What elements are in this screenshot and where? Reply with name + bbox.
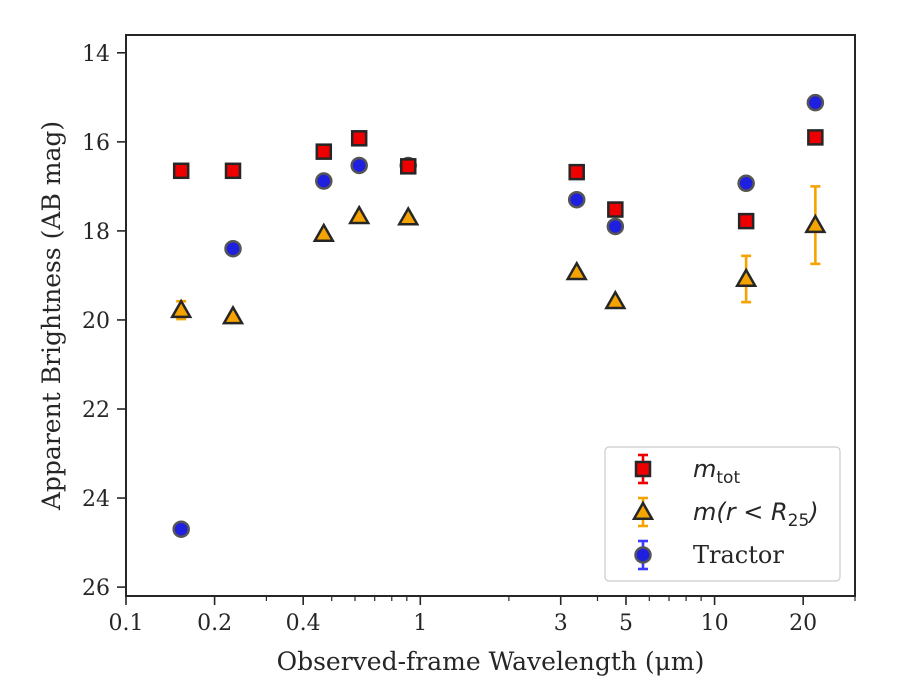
legend-label-m_r25: m(r < R25) <box>693 498 819 531</box>
y-tick-label: 22 <box>82 398 110 423</box>
y-tick-label: 18 <box>82 220 110 245</box>
legend-marker-tractor <box>634 546 652 564</box>
point-tractor <box>224 239 242 258</box>
x-tick-label: 0.1 <box>109 611 144 636</box>
x-tick-label: 0.4 <box>286 611 321 636</box>
point-m_r25 <box>565 260 588 281</box>
y-tick-label: 14 <box>82 42 110 67</box>
y-tick-label: 24 <box>82 487 110 512</box>
point-tractor <box>567 190 586 209</box>
legend-label-tractor: Tractor <box>693 541 784 569</box>
plot-area <box>170 93 827 538</box>
legend-marker-m_r25 <box>631 500 655 520</box>
point-m_r25 <box>312 222 335 243</box>
x-tick-label: 5 <box>619 611 633 636</box>
point-m_r25 <box>170 298 193 319</box>
plot-frame <box>125 34 856 597</box>
legend-marker-mtot <box>634 460 652 478</box>
point-m_r25 <box>348 204 371 225</box>
point-tractor <box>606 217 625 236</box>
point-m_r25 <box>804 213 827 234</box>
point-tractor <box>172 520 190 538</box>
x-tick-label: 20 <box>789 611 817 636</box>
legend-box <box>604 446 841 582</box>
point-tractor <box>315 172 333 190</box>
x-axis: 0.1 0.2 0.4 1 3 5 10 20 <box>109 596 856 636</box>
point-mtot <box>350 130 368 147</box>
point-tractor <box>737 174 755 193</box>
point-m_r25 <box>734 267 758 287</box>
legend-label-mtot: mtot <box>693 455 740 488</box>
y-tick-label: 20 <box>82 309 110 334</box>
series-m_r25 <box>170 185 827 325</box>
point-tractor <box>806 93 825 112</box>
y-axis-label: Apparent Brightness (AB mag) <box>37 121 66 511</box>
point-m_r25 <box>604 289 627 310</box>
x-tick-label: 1 <box>413 611 427 636</box>
point-mtot <box>224 162 242 180</box>
legend: mtot m(r < R25) Tractor <box>604 446 841 582</box>
point-mtot <box>568 163 585 181</box>
point-m_r25 <box>397 206 420 226</box>
point-mtot <box>607 201 624 218</box>
y-tick-label: 26 <box>82 576 110 601</box>
point-mtot <box>172 162 190 180</box>
point-mtot <box>737 212 755 230</box>
x-tick-label: 0.2 <box>197 611 232 636</box>
point-mtot <box>399 158 417 175</box>
point-mtot <box>807 129 824 146</box>
y-axis: 14 16 18 20 22 24 26 <box>82 42 126 601</box>
x-tick-label: 10 <box>701 611 729 636</box>
x-tick-label: 3 <box>554 611 568 636</box>
x-axis-label: Observed-frame Wavelength (μm) <box>277 647 705 676</box>
point-m_r25 <box>221 304 245 325</box>
point-mtot <box>315 143 333 160</box>
y-tick-label: 16 <box>82 131 110 156</box>
point-tractor <box>350 156 368 175</box>
series-mtot <box>172 129 824 230</box>
